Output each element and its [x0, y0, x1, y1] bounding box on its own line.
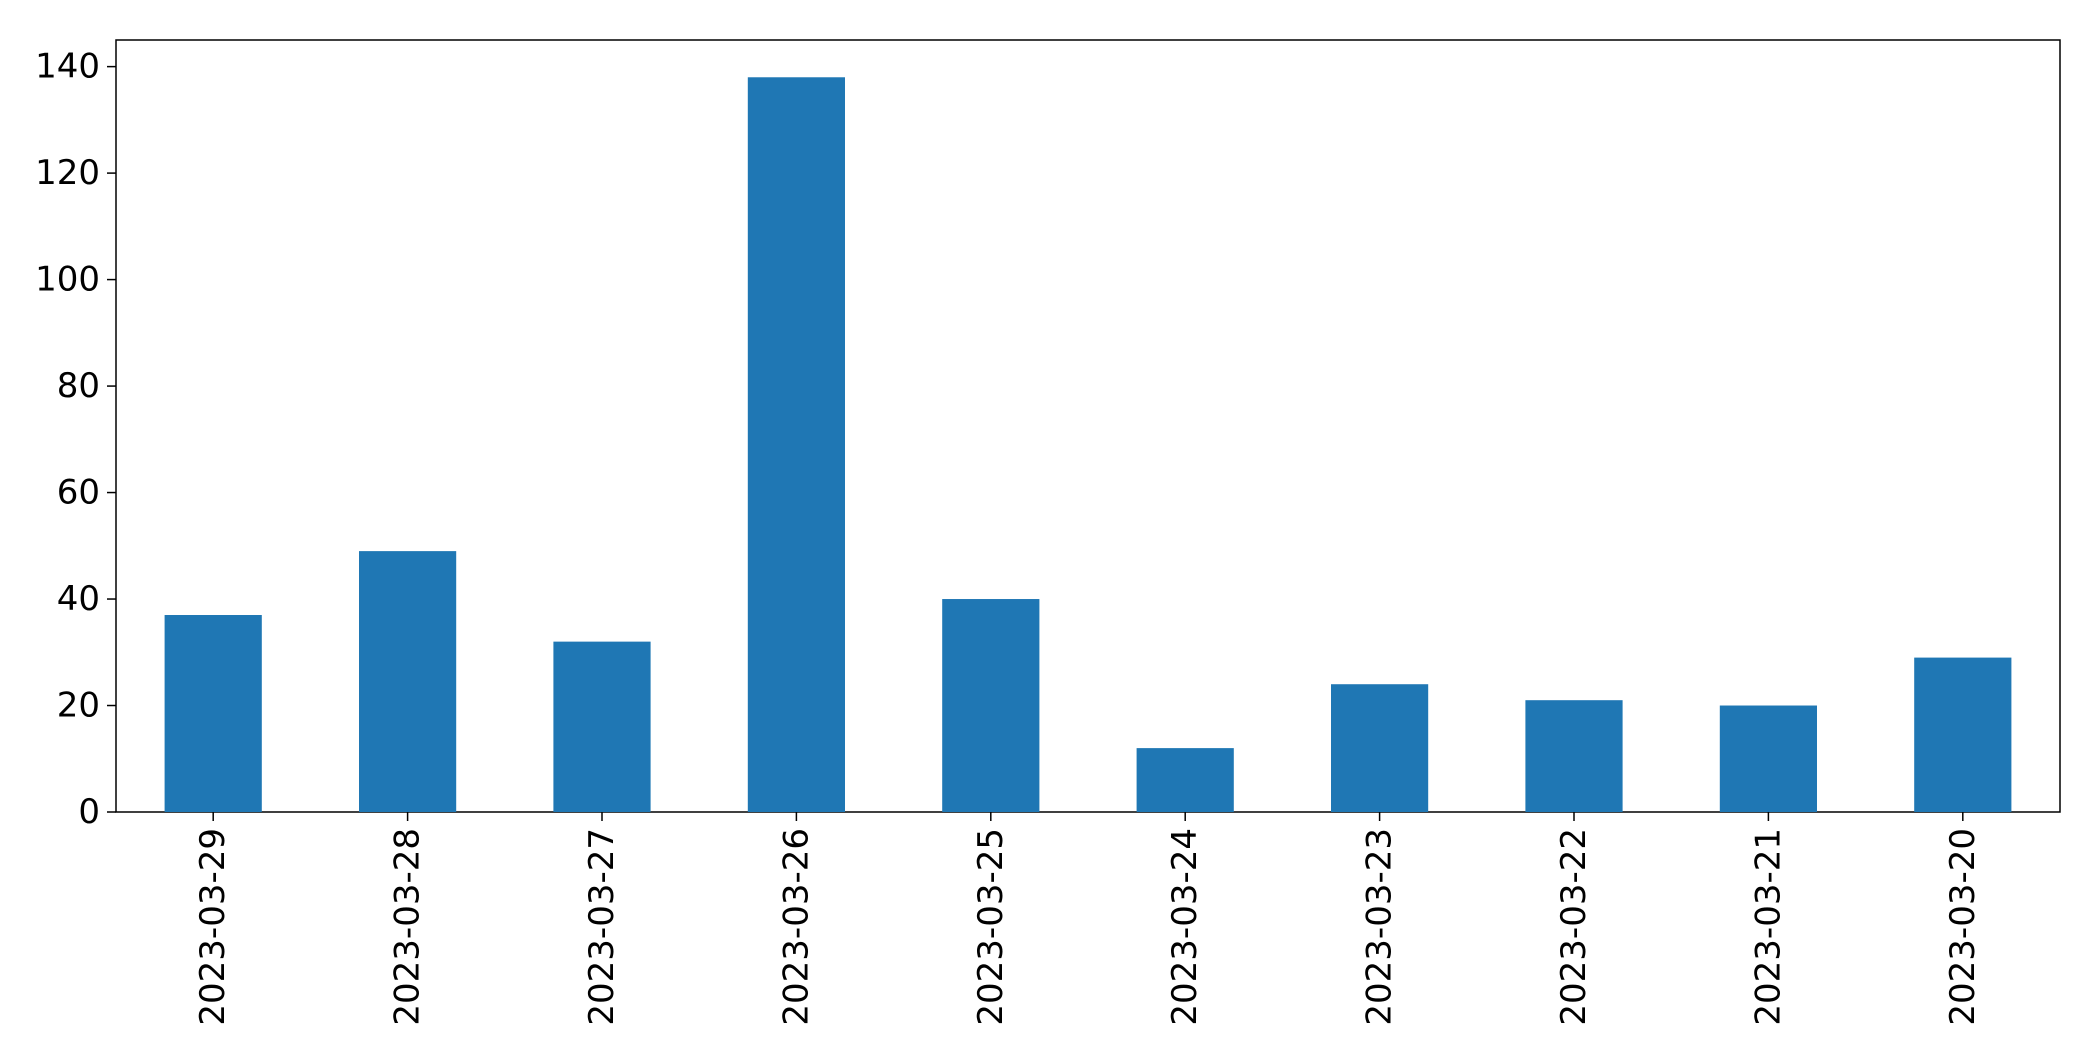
y-axis: 0 20 40 60 80 100 120 140 [35, 47, 116, 832]
y-tick-label: 100 [35, 260, 100, 300]
y-tick-label: 80 [57, 366, 100, 406]
bar-2023-03-23 [1331, 684, 1429, 812]
bars-layer [164, 77, 2012, 812]
x-tick-label-2023-03-29: 2023-03-29 [193, 828, 233, 1026]
x-tick-label-2023-03-28: 2023-03-28 [388, 828, 428, 1026]
bar-2023-03-26 [747, 77, 845, 812]
x-tick-label-2023-03-25: 2023-03-25 [971, 828, 1011, 1026]
x-tick-label-2023-03-21: 2023-03-21 [1748, 828, 1788, 1026]
bar-2023-03-20 [1914, 657, 2012, 812]
bar-2023-03-22 [1525, 700, 1623, 812]
x-axis: 2023-03-29 2023-03-28 2023-03-27 2023-03-26… [193, 812, 1983, 1026]
y-tick-label: 40 [57, 579, 100, 619]
y-tick-label: 60 [57, 473, 100, 513]
x-tick-label-2023-03-27: 2023-03-27 [582, 828, 622, 1026]
x-tick-label-2023-03-26: 2023-03-26 [776, 828, 816, 1026]
x-tick-label-2023-03-24: 2023-03-24 [1165, 828, 1205, 1026]
y-tick-label: 0 [78, 792, 100, 832]
bar-2023-03-21 [1719, 705, 1817, 812]
x-tick-label-2023-03-23: 2023-03-23 [1360, 828, 1400, 1026]
x-tick-label-2023-03-20: 2023-03-20 [1943, 828, 1983, 1026]
y-tick-label: 140 [35, 47, 100, 87]
y-tick-label: 120 [35, 153, 100, 193]
bar-2023-03-25 [942, 599, 1040, 812]
bar-2023-03-24 [1136, 748, 1234, 812]
bar-2023-03-28 [359, 551, 457, 812]
bar-2023-03-29 [164, 615, 262, 812]
y-tick-label: 20 [57, 686, 100, 726]
x-tick-label-2023-03-22: 2023-03-22 [1554, 828, 1594, 1026]
bar-2023-03-27 [553, 641, 651, 812]
